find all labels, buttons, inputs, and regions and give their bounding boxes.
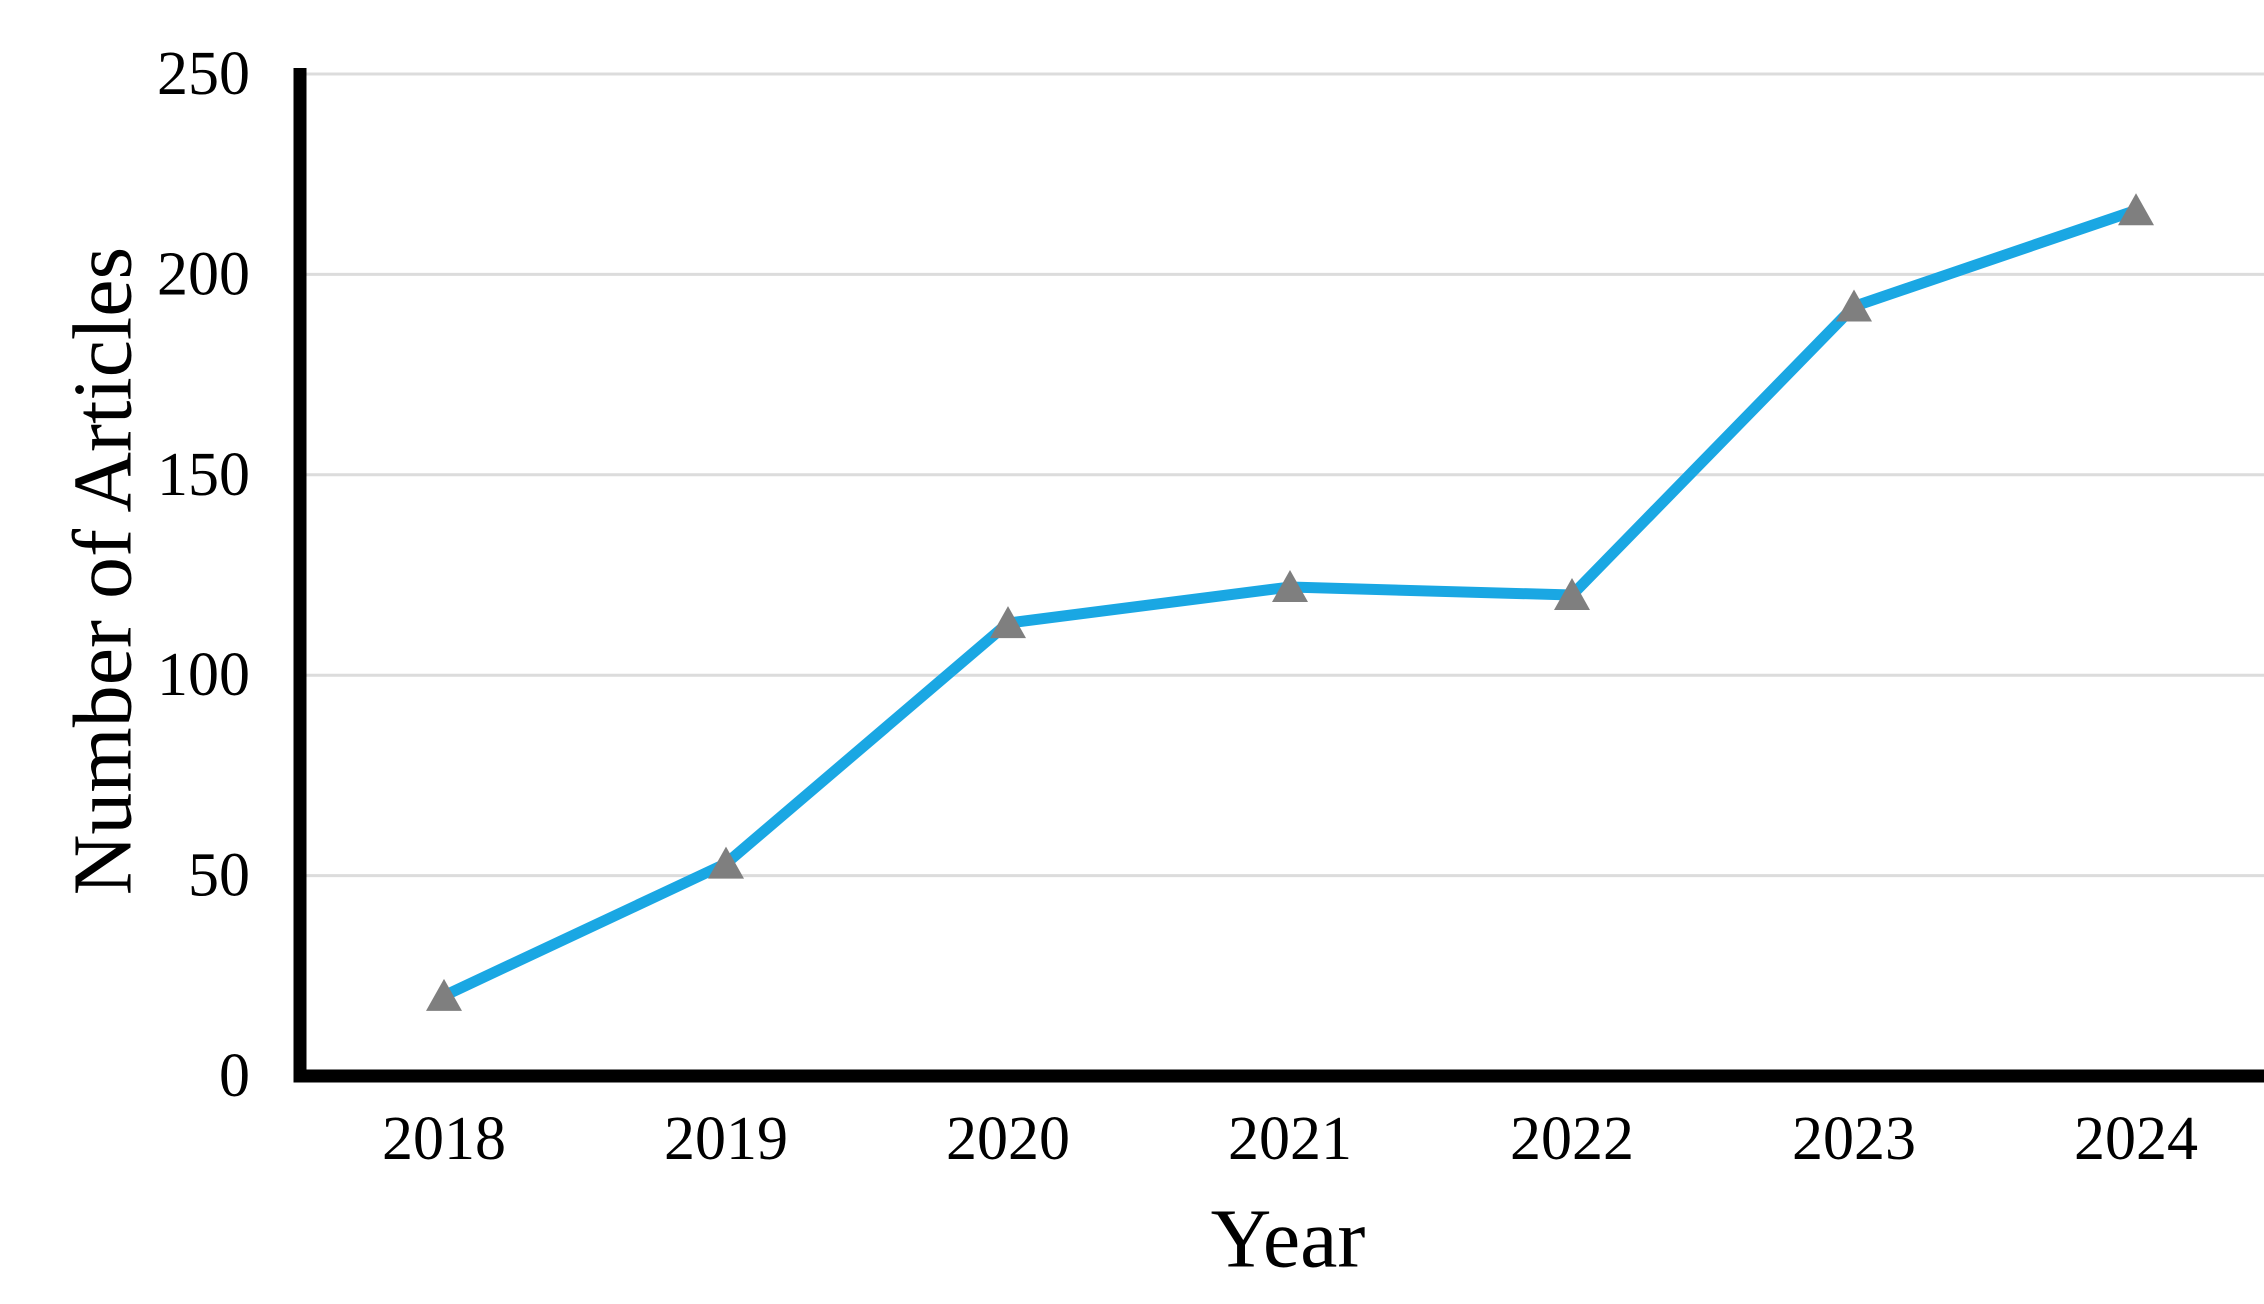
x-tick-label-2022: 2022 [1510, 1105, 1634, 1173]
y-tick-label-50: 50 [188, 842, 250, 910]
x-tick-label-2023: 2023 [1792, 1105, 1916, 1173]
series-line [444, 210, 2136, 996]
x-axis-tick-labels: 2018 2019 2020 2021 2022 2023 2024 [382, 1105, 2198, 1173]
gridlines [306, 74, 2264, 876]
y-tick-label-250: 250 [157, 40, 250, 108]
x-tick-label-2018: 2018 [382, 1105, 506, 1173]
articles-per-year-line-chart: 0 50 100 150 200 250 2018 2019 2020 2021 2022 2023… [40, 16, 2264, 1288]
x-tick-label-2020: 2020 [946, 1105, 1070, 1173]
y-tick-label-0: 0 [219, 1042, 250, 1110]
chart-canvas: 0 50 100 150 200 250 2018 2019 2020 2021 2022 2023… [40, 16, 2264, 1288]
y-tick-label-200: 200 [157, 240, 250, 308]
y-tick-label-150: 150 [157, 441, 250, 509]
x-tick-label-2024: 2024 [2074, 1105, 2198, 1173]
y-axis-title: Number of Articles [57, 247, 150, 896]
x-tick-label-2021: 2021 [1228, 1105, 1352, 1173]
y-tick-label-100: 100 [157, 641, 250, 709]
y-axis-tick-labels: 0 50 100 150 200 250 [157, 40, 250, 1110]
series-layer [426, 193, 2154, 1011]
x-tick-label-2019: 2019 [664, 1105, 788, 1173]
